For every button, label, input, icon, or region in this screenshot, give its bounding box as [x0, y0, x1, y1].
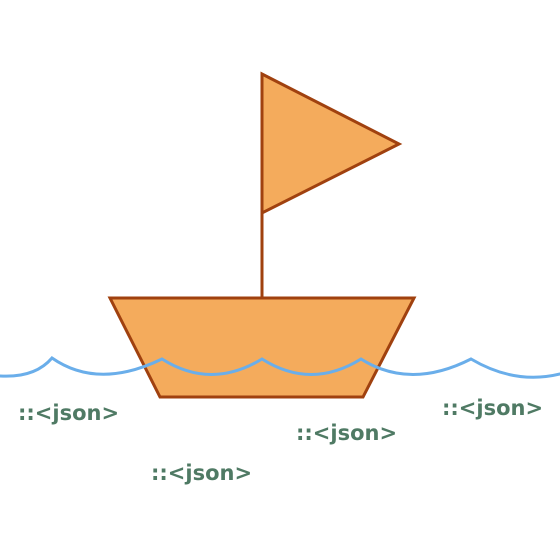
json-label: ::<json>	[296, 421, 398, 445]
boat-hull	[107, 296, 417, 399]
json-label: ::<json>	[18, 401, 120, 425]
flag	[260, 71, 403, 216]
json-label: ::<json>	[442, 396, 544, 420]
water-wave	[0, 355, 560, 379]
json-label: ::<json>	[151, 461, 253, 485]
